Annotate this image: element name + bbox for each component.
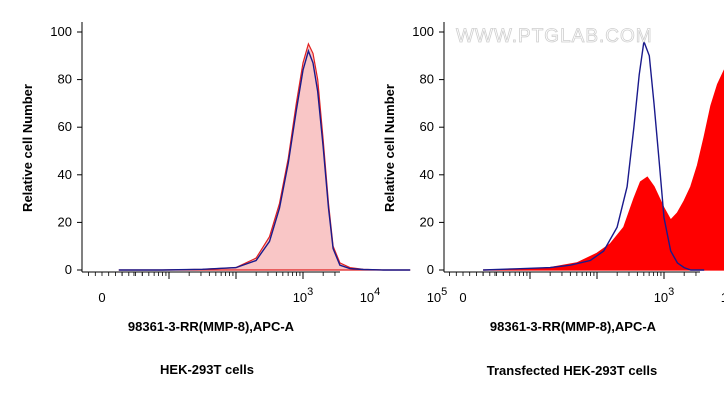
left-caption: HEK-293T cells bbox=[160, 362, 254, 377]
right-plot-area bbox=[483, 41, 724, 271]
right-caption: Transfected HEK-293T cells bbox=[487, 363, 658, 378]
x-tick-label: 0 bbox=[459, 290, 466, 305]
x-tick-label: 104 bbox=[360, 286, 381, 305]
y-tick-label: 60 bbox=[58, 119, 72, 134]
y-tick-label: 60 bbox=[420, 119, 434, 134]
y-tick-label: 80 bbox=[420, 72, 434, 87]
left-series-1-outline-histogram bbox=[118, 48, 411, 271]
x-tick-label: 103 bbox=[654, 286, 675, 305]
x-tick-label: 105 bbox=[427, 286, 448, 305]
left-x-ticks: 0 103 104 105 bbox=[88, 272, 448, 305]
left-plot-area bbox=[118, 42, 411, 271]
y-tick-label: 0 bbox=[65, 262, 72, 277]
left-panel: 0 20 40 60 80 100 0 103 104 105 Relative cell Nu… bbox=[20, 22, 447, 377]
right-series-0-filled-histogram bbox=[483, 69, 724, 271]
right-panel: WWW.PTGLAB.COM 0 20 40 60 80 100 0 103 104 105 R… bbox=[382, 22, 724, 378]
y-tick-label: 20 bbox=[58, 214, 72, 229]
y-tick-label: 20 bbox=[420, 214, 434, 229]
y-tick-label: 40 bbox=[420, 167, 434, 182]
left-y-axis-title: Relative cell Number bbox=[20, 84, 35, 212]
right-series-1-outline-histogram bbox=[483, 41, 705, 271]
right-y-axis-title: Relative cell Number bbox=[382, 84, 397, 212]
watermark-logo: WWW.PTGLAB.COM bbox=[456, 26, 653, 47]
y-tick-label: 0 bbox=[427, 262, 434, 277]
right-y-ticks: 0 20 40 60 80 100 bbox=[412, 24, 444, 277]
x-tick-label: 0 bbox=[98, 290, 105, 305]
x-tick-label: 104 bbox=[721, 286, 724, 305]
x-tick-label: 103 bbox=[293, 286, 314, 305]
y-tick-label: 40 bbox=[58, 167, 72, 182]
y-tick-label: 100 bbox=[50, 24, 72, 39]
y-tick-label: 100 bbox=[412, 24, 434, 39]
y-tick-label: 80 bbox=[58, 72, 72, 87]
left-series-0-filled-histogram bbox=[118, 42, 411, 271]
right-x-axis-title: 98361-3-RR(MMP-8),APC-A bbox=[490, 319, 657, 334]
left-y-ticks: 0 20 40 60 80 100 bbox=[50, 24, 82, 277]
left-x-axis-title: 98361-3-RR(MMP-8),APC-A bbox=[128, 319, 295, 334]
